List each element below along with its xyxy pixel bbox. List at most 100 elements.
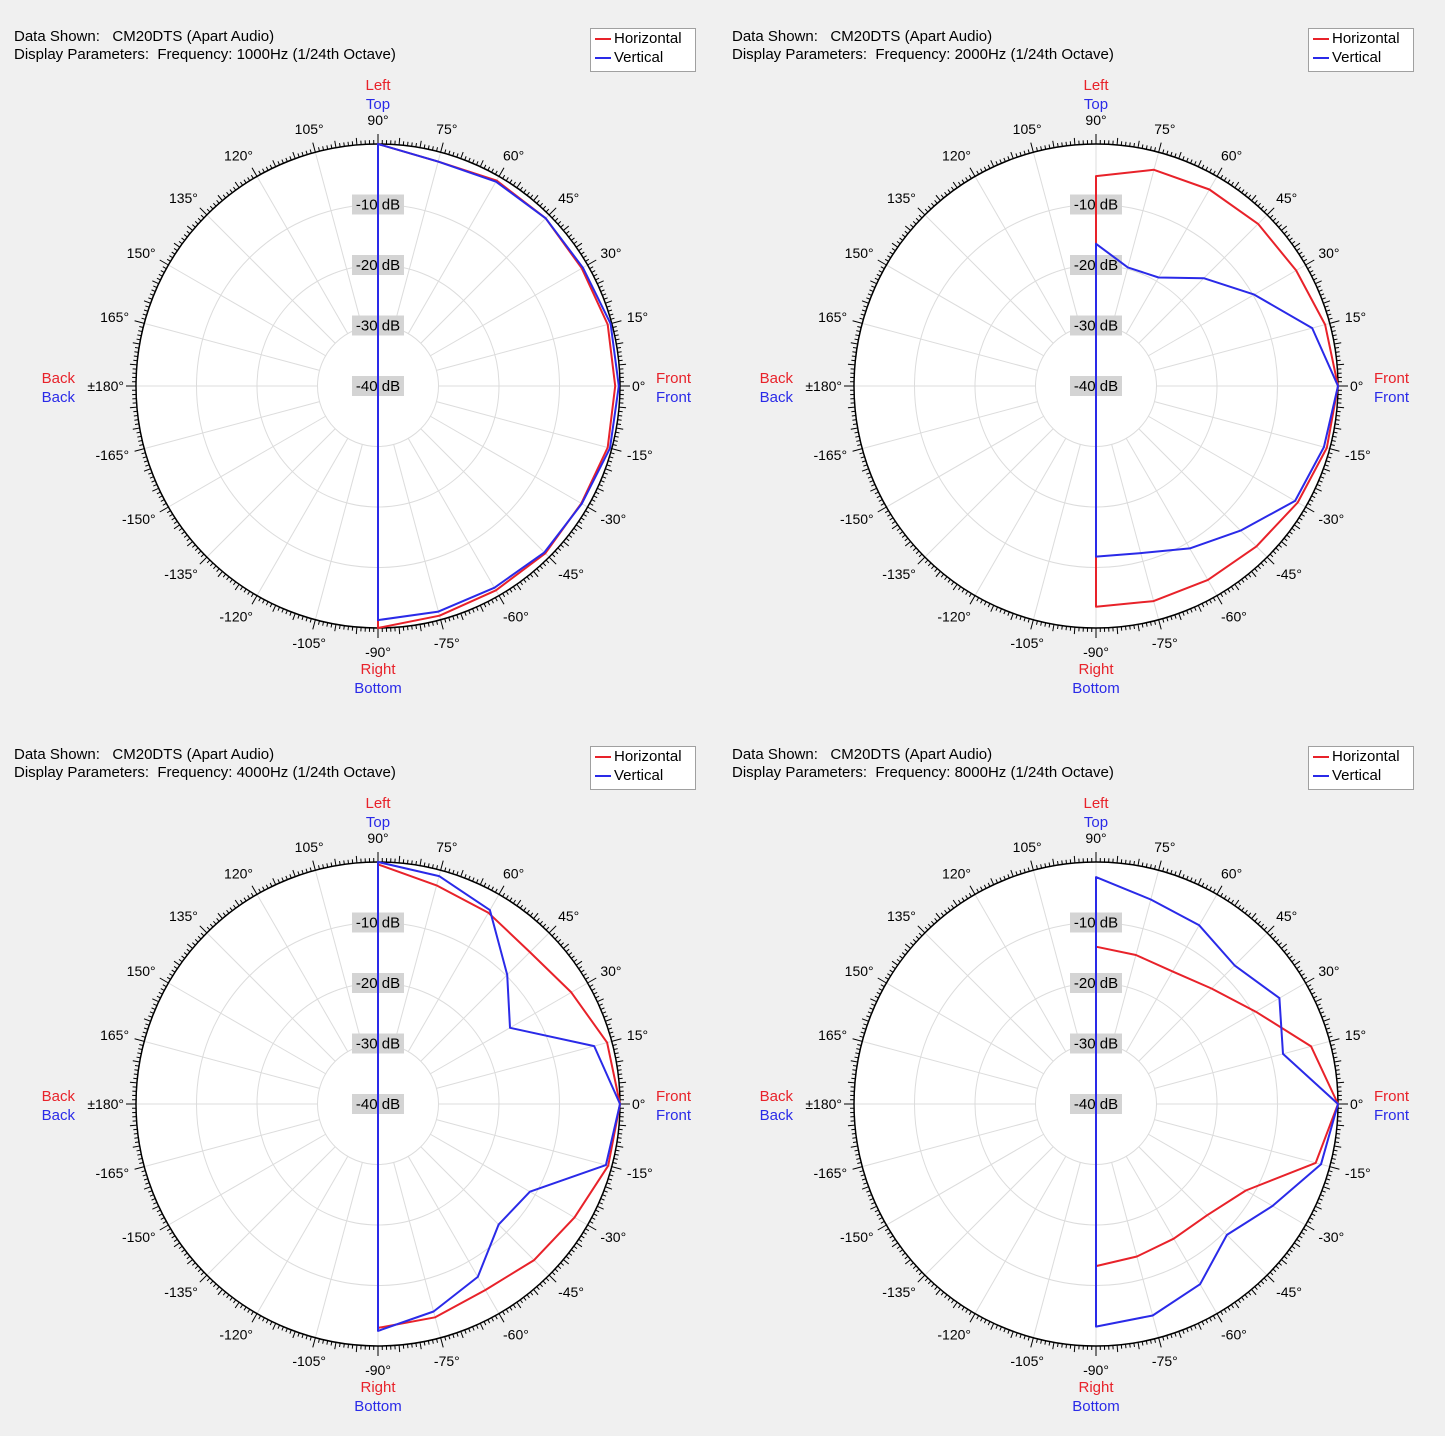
angle-tick (1205, 601, 1209, 606)
angle-tick (1007, 156, 1010, 161)
angle-tick (178, 959, 183, 963)
grid-spoke (314, 1162, 363, 1338)
angle-tick-label: -135° (882, 566, 916, 582)
angle-tick (509, 588, 513, 593)
grid-spoke (1148, 264, 1306, 357)
angle-tick (591, 499, 596, 502)
grid-spoke (407, 894, 500, 1052)
angle-tick (917, 556, 926, 565)
angle-tick (915, 1268, 920, 1273)
angle-tick (1331, 1048, 1336, 1051)
angle-tick (152, 487, 159, 492)
angle-tick (918, 214, 923, 219)
angle-tick (134, 320, 145, 324)
angle-tick (944, 576, 948, 581)
angle-tick (526, 1294, 530, 1299)
angle-tick (148, 1190, 153, 1193)
angle-tick (1269, 214, 1274, 219)
angle-tick-label: 15° (1345, 1027, 1366, 1043)
angle-tick (178, 1245, 183, 1249)
data-shown-label: Data Shown: (732, 746, 818, 763)
angle-tick (460, 613, 464, 621)
angle-tick (483, 1321, 487, 1326)
angle-tick (884, 258, 889, 262)
angle-tick (494, 597, 498, 602)
angle-tick (1073, 627, 1076, 635)
polar-panel-1000hz: 90° 75° 60° 45° 30° 15° 0° -15° -30° -45° -60° -75°… (0, 0, 718, 718)
angle-tick (880, 984, 885, 988)
angle-tick-label: -45° (558, 566, 584, 582)
angle-tick (1257, 1283, 1261, 1288)
angle-tick (186, 1255, 191, 1260)
grid-spoke (314, 152, 363, 328)
angle-tick (217, 1289, 223, 1296)
angle-tick (1316, 1201, 1321, 1205)
angle-tick (573, 241, 578, 245)
legend: Horizontal Vertical (1308, 28, 1414, 72)
angle-tick (448, 868, 451, 873)
angle-tick (162, 266, 167, 270)
angle-tick (918, 932, 923, 937)
angle-tick (1315, 487, 1322, 492)
angle-tick (1324, 1182, 1329, 1185)
grid-spoke (1148, 1133, 1306, 1226)
angle-tick (262, 1317, 265, 1322)
angle-tick-label: -165° (95, 1165, 129, 1181)
angle-tick (1288, 1249, 1293, 1253)
angle-tick (915, 550, 920, 555)
angle-tick (194, 939, 199, 943)
angle-tick (153, 483, 158, 487)
angle-tick (1296, 966, 1301, 970)
angle-tick (141, 317, 146, 320)
angle-tick (1244, 191, 1248, 196)
angle-tick (1145, 1340, 1148, 1345)
angle-tick (582, 973, 587, 977)
angle-tick (1141, 623, 1144, 628)
angle-tick (593, 273, 598, 277)
grid-spoke (1138, 932, 1268, 1062)
angle-tick (240, 181, 244, 186)
angle-tick (856, 439, 861, 442)
angle-tick (334, 858, 337, 866)
angle-tick (969, 1313, 976, 1323)
angle-tick (1186, 157, 1189, 162)
angle-tick (1309, 1217, 1314, 1220)
angle-tick (952, 1301, 958, 1309)
angle-tick (598, 483, 603, 487)
angle-tick (904, 230, 909, 235)
angle-tick (183, 234, 188, 238)
angle-tick (171, 1235, 176, 1239)
angle-tick (990, 1323, 995, 1330)
angle-tick (976, 170, 980, 175)
grid-spoke (1125, 1156, 1218, 1314)
grid-spoke (407, 1156, 500, 1314)
side-label-top-horizontal: Left (365, 795, 391, 812)
angle-tick (523, 1296, 527, 1301)
angle-tick (1145, 622, 1148, 627)
angle-tick (1230, 1304, 1234, 1309)
angle-tick (1293, 960, 1301, 966)
grid-spoke (1138, 1146, 1268, 1276)
angle-tick (551, 932, 556, 937)
angle-tick (866, 297, 871, 300)
angle-tick (582, 513, 587, 517)
angle-tick-label: 75° (1154, 121, 1175, 137)
angle-tick (876, 273, 881, 277)
angle-tick-label: -120° (219, 1326, 253, 1342)
angle-tick (1309, 499, 1314, 502)
angle-tick (1040, 864, 1043, 869)
angle-tick (415, 1342, 417, 1348)
angle-tick (440, 1337, 444, 1348)
angle-tick (173, 960, 181, 966)
side-label-bottom-vertical: Bottom (354, 1398, 402, 1415)
angle-tick (1323, 468, 1331, 472)
angle-tick (158, 991, 163, 995)
angle-tick (876, 495, 881, 499)
angle-tick (509, 1306, 513, 1311)
angle-tick (1327, 456, 1332, 459)
angle-tick (199, 207, 208, 216)
grid-spoke (1032, 152, 1081, 328)
angle-tick-label: 135° (887, 190, 916, 206)
angle-tick (1283, 948, 1288, 953)
angle-tick (289, 874, 292, 879)
